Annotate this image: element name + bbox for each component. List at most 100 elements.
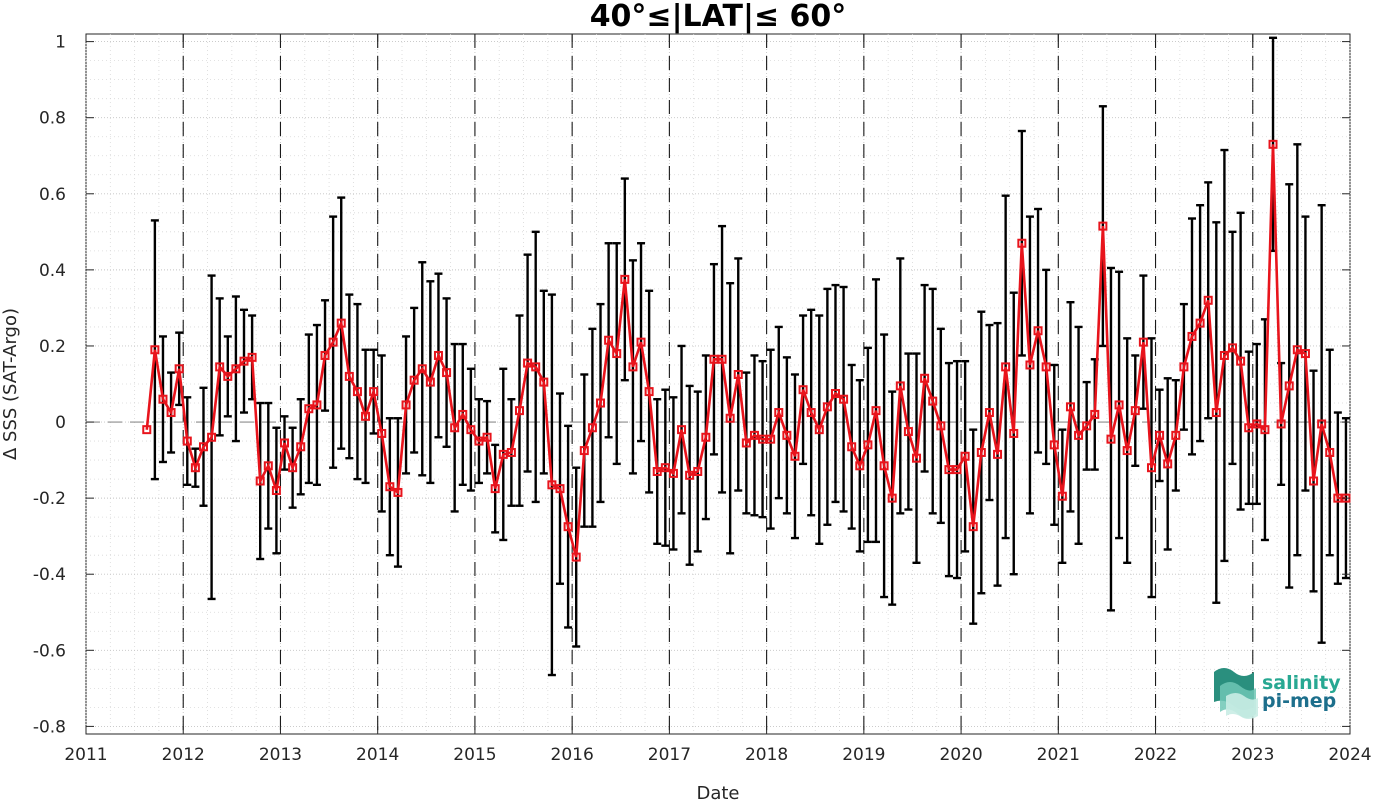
data-point	[1033, 326, 1043, 336]
data-point	[782, 430, 792, 440]
data-point	[433, 350, 443, 360]
data-point	[912, 453, 922, 463]
data-point	[1219, 350, 1229, 360]
x-tick-label: 2015	[453, 745, 496, 765]
data-point	[506, 447, 516, 457]
y-axis-label: Δ SSS (SAT-Argo)	[0, 308, 21, 460]
data-point	[814, 425, 824, 435]
x-tick-label: 2013	[259, 745, 302, 765]
data-point	[976, 447, 986, 457]
data-point	[1317, 419, 1327, 429]
data-point	[766, 434, 776, 444]
data-point	[474, 436, 484, 446]
data-point	[1203, 295, 1213, 305]
data-point	[385, 482, 395, 492]
data-point	[231, 364, 241, 374]
data-point	[863, 440, 873, 450]
data-point	[1171, 430, 1181, 440]
data-point	[296, 442, 306, 452]
data-point	[1236, 356, 1246, 366]
data-point	[377, 428, 387, 438]
x-tick-label: 2016	[551, 745, 594, 765]
data-point	[895, 381, 905, 391]
y-tick-label: 0.2	[39, 337, 66, 357]
series-line	[145, 144, 1346, 558]
x-tick-label: 2017	[648, 745, 691, 765]
data-point	[1187, 331, 1197, 341]
data-point	[1228, 343, 1238, 353]
data-point	[174, 364, 184, 374]
data-point	[393, 487, 403, 497]
data-point	[1009, 428, 1019, 438]
y-tick-label: 0	[55, 413, 66, 433]
data-point	[571, 552, 581, 562]
data-point	[668, 468, 678, 478]
data-point	[839, 394, 849, 404]
series-markers	[142, 139, 1351, 562]
data-point	[749, 430, 759, 440]
data-point	[620, 274, 630, 284]
data-point	[725, 413, 735, 423]
data-point	[150, 345, 160, 355]
y-tick-label: -0.4	[33, 565, 66, 585]
data-point	[288, 463, 298, 473]
data-point	[952, 465, 962, 475]
data-point	[555, 484, 565, 494]
y-tick-label: 1	[55, 33, 66, 53]
x-axis: 2011 2012 2013 2014 2015 2016 2017 2018 2019 2020…	[64, 34, 1372, 765]
data-point	[1041, 362, 1051, 372]
x-tick-label: 2014	[356, 745, 399, 765]
logo-text-salinity: salinity	[1262, 672, 1341, 694]
data-point	[263, 461, 273, 471]
data-point	[215, 362, 225, 372]
data-point	[652, 467, 662, 476]
data-point	[1155, 430, 1165, 440]
data-point	[223, 371, 233, 381]
data-point	[693, 467, 703, 476]
x-tick-label: 2024	[1328, 745, 1371, 765]
logo-wave-icon	[1214, 668, 1258, 719]
data-point	[628, 362, 638, 372]
y-tick-label: -0.8	[33, 717, 66, 737]
data-point	[717, 354, 727, 364]
data-point	[604, 335, 614, 345]
data-point	[774, 408, 784, 418]
data-point	[968, 522, 978, 532]
data-point	[1252, 419, 1262, 429]
data-point	[822, 402, 832, 412]
data-point	[239, 356, 249, 366]
data-point	[466, 425, 476, 435]
data-point	[855, 461, 865, 471]
x-axis-label: Date	[696, 783, 739, 801]
data-point	[1244, 423, 1254, 433]
data-point	[1325, 447, 1335, 457]
salinity-pimep-logo: salinity pi-mep	[1214, 668, 1341, 719]
data-point	[442, 368, 452, 378]
y-tick-label: 0.4	[39, 261, 66, 281]
data-point	[701, 432, 711, 442]
x-tick-label: 2023	[1231, 745, 1274, 765]
data-point	[1284, 381, 1294, 391]
data-point	[993, 449, 1003, 459]
x-tick-label: 2019	[842, 745, 885, 765]
data-point	[547, 480, 557, 490]
data-point	[1025, 360, 1035, 370]
y-tick-label: -0.2	[33, 489, 66, 509]
data-point	[1090, 409, 1100, 419]
data-point	[579, 446, 589, 456]
data-point	[1211, 408, 1221, 418]
x-tick-label: 2022	[1134, 745, 1177, 765]
data-point	[142, 425, 152, 435]
data-point	[1309, 476, 1319, 486]
data-point	[587, 423, 597, 433]
x-tick-label: 2012	[162, 745, 205, 765]
data-point	[1122, 446, 1132, 456]
data-point	[312, 400, 322, 410]
logo-text-pimep: pi-mep	[1262, 690, 1336, 712]
data-point	[944, 465, 954, 475]
data-point	[1130, 406, 1140, 416]
data-point	[887, 493, 897, 503]
data-point	[960, 451, 970, 461]
data-point	[847, 442, 857, 452]
